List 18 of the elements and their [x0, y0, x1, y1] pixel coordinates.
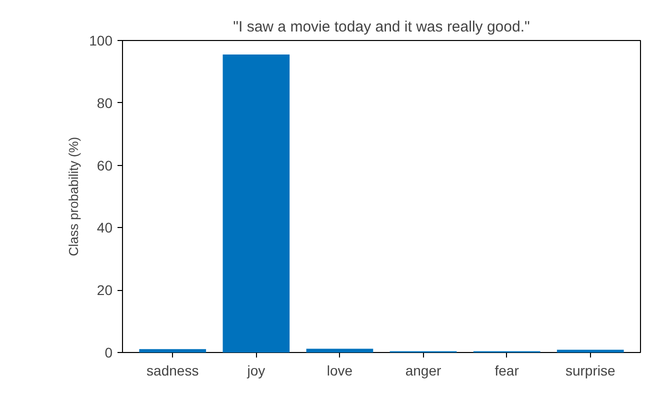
y-tick-label: 80: [96, 94, 113, 111]
bar: [306, 348, 374, 352]
y-tick-label: 40: [96, 220, 113, 236]
x-tick-label: sadness: [146, 362, 199, 378]
bar: [556, 350, 624, 352]
y-tick-label: 0: [104, 344, 113, 360]
x-tick-label: surprise: [565, 362, 616, 378]
y-tick-label: 20: [96, 282, 113, 298]
bar: [139, 349, 206, 352]
y-tick-label: 100: [89, 32, 113, 48]
bar: [222, 54, 290, 352]
x-tick-label: fear: [494, 362, 520, 378]
x-tick-label: joy: [246, 362, 266, 378]
x-tick-label: anger: [405, 362, 442, 378]
y-axis-title: Class probability (%): [66, 136, 82, 256]
chart-title: "I saw a movie today and it was really good.": [233, 18, 530, 36]
x-tick-label: love: [326, 362, 353, 378]
y-tick-label: 60: [96, 157, 113, 174]
